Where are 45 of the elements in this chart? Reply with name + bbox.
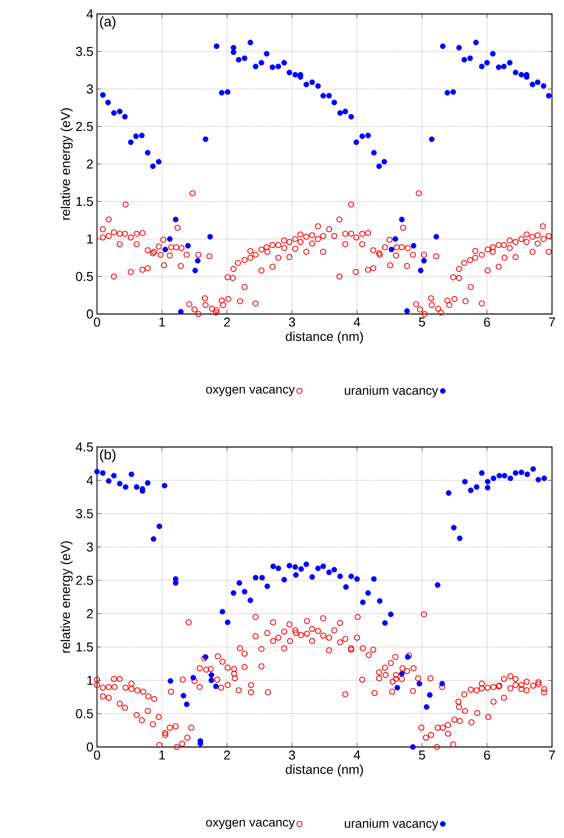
y-tick-label: 3.5 — [76, 46, 93, 56]
x-tick-label: 7 — [549, 750, 555, 760]
x-tick-label: 5 — [418, 750, 426, 760]
y-tick-label: 4 — [86, 476, 94, 485]
y-tick-label: 4 — [86, 10, 94, 18]
x-tick-label: 6 — [484, 318, 490, 327]
y-tick-label: 2 — [86, 609, 93, 618]
y-tick-label: 2 — [86, 159, 93, 169]
x-axis-title: distance (nm) — [286, 332, 363, 344]
x-tick-label: 4 — [354, 318, 360, 326]
legend-label: uranium vacancy — [344, 818, 438, 830]
y-tick-label: 1.5 — [76, 196, 93, 206]
y-tick-label: 0.5 — [76, 709, 93, 718]
x-tick-label: 0 — [94, 318, 100, 327]
x-tick-label: 4 — [354, 750, 360, 760]
y-tick-label: 3.5 — [76, 509, 93, 518]
x-axis-title: distance (nm) — [286, 764, 363, 777]
y-tick-label: 4.5 — [76, 442, 93, 452]
y-tick-label: 1.5 — [76, 642, 93, 652]
x-tick-label: 0 — [94, 750, 100, 760]
legend-label: uranium vacancy — [344, 386, 438, 398]
y-tick-label: 3 — [86, 84, 93, 94]
x-tick-label: 6 — [484, 750, 490, 760]
x-tick-label: 7 — [549, 318, 555, 326]
x-tick-label: 5 — [418, 318, 426, 327]
y-tick-label: 1 — [87, 676, 93, 685]
y-tick-label: 0 — [86, 309, 93, 319]
y-tick-label: 3 — [86, 542, 93, 552]
y-axis-title: relative energy (eV) — [60, 108, 73, 220]
x-tick-label: 1 — [159, 750, 165, 760]
chart-title: (b) — [100, 449, 116, 462]
legend-label: oxygen vacancy — [206, 386, 295, 396]
y-tick-label: 1 — [87, 234, 93, 244]
x-tick-label: 3 — [288, 750, 296, 760]
y-tick-label: 0.5 — [76, 272, 93, 282]
x-tick-label: 2 — [224, 750, 230, 760]
y-axis-title: relative energy (eV) — [60, 541, 73, 653]
y-tick-label: 2.5 — [76, 122, 93, 132]
x-tick-label: 2 — [224, 318, 230, 327]
x-tick-label: 1 — [159, 318, 165, 326]
legend-label: oxygen vacancy — [206, 820, 295, 830]
y-tick-label: 2.5 — [76, 576, 93, 585]
x-tick-label: 3 — [288, 318, 296, 327]
y-tick-label: 0 — [86, 742, 93, 752]
chart-title: (a) — [100, 16, 116, 30]
